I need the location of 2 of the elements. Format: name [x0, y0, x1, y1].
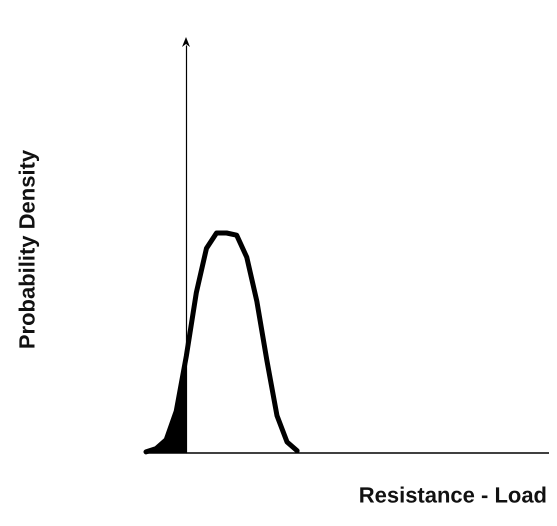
x-axis-title: Resistance - Load	[358, 482, 548, 508]
y-axis-title: Probability Density	[14, 149, 40, 350]
